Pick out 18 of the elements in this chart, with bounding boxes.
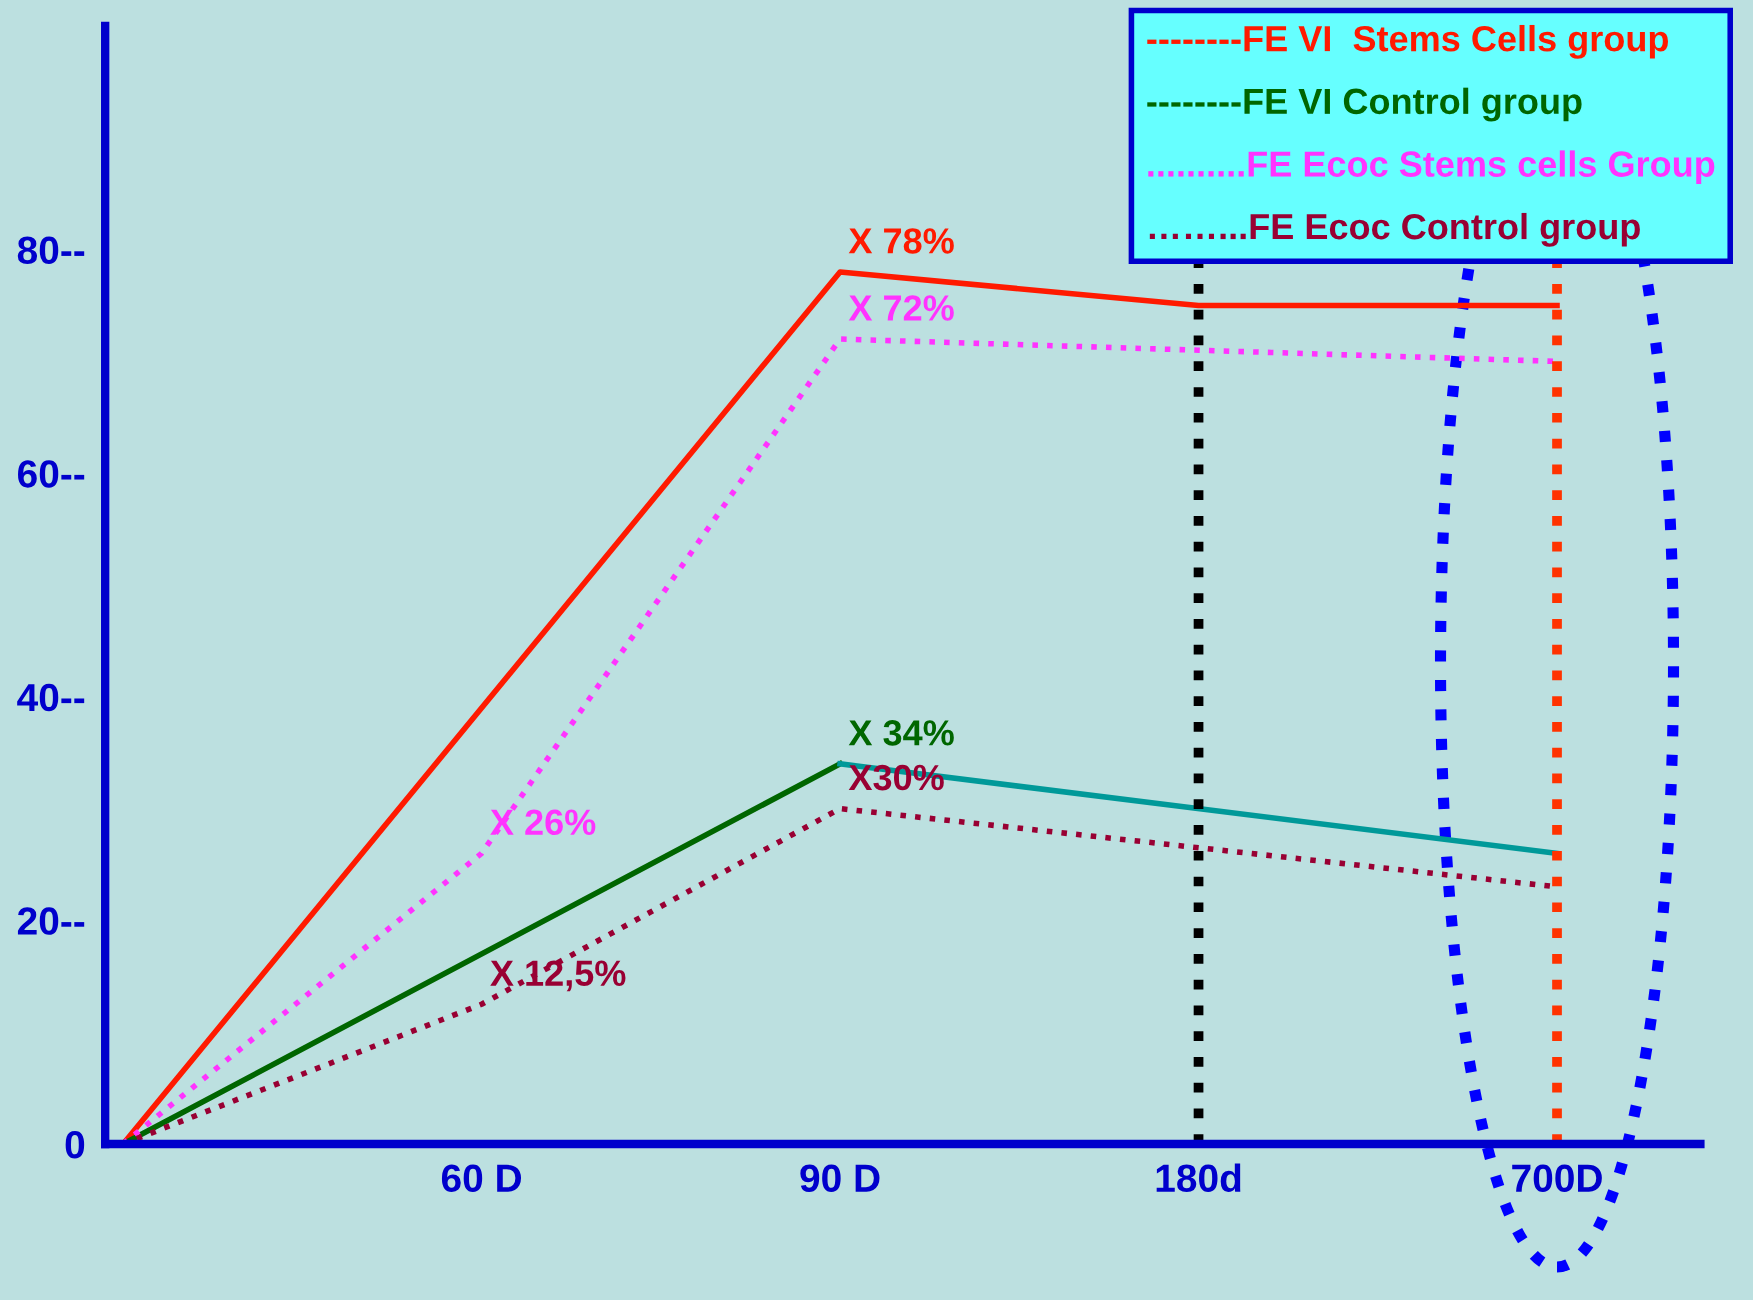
text: ..........FE Ecoc Stems cells Group — [1148, 150, 1715, 185]
y-tick-label: 40-- — [17, 683, 85, 712]
x-tick-label: 180d — [1156, 1163, 1241, 1193]
text: --------FE VI Stems Cells group — [1147, 24, 1668, 59]
data-label: X 12,5% — [490, 960, 626, 992]
data-label: X 34% — [848, 720, 954, 746]
x-tick-label: 60 D — [441, 1164, 522, 1193]
x-tick-label: 700D — [1512, 1164, 1602, 1193]
data-label: X30% — [848, 764, 944, 791]
text: --------FE VI Control group — [1147, 87, 1582, 122]
x-tick-label: 90 D — [800, 1164, 880, 1193]
text: ……...FE Ecoc Control group — [1149, 212, 1640, 247]
data-label: X 78% — [848, 228, 954, 254]
y-tick-label: 20-- — [17, 907, 85, 935]
y-tick-label: 80-- — [17, 236, 85, 265]
data-label: X 72% — [848, 295, 954, 321]
y-tick-label: 60-- — [18, 460, 85, 488]
y-tick-label: 0 — [65, 1130, 85, 1159]
